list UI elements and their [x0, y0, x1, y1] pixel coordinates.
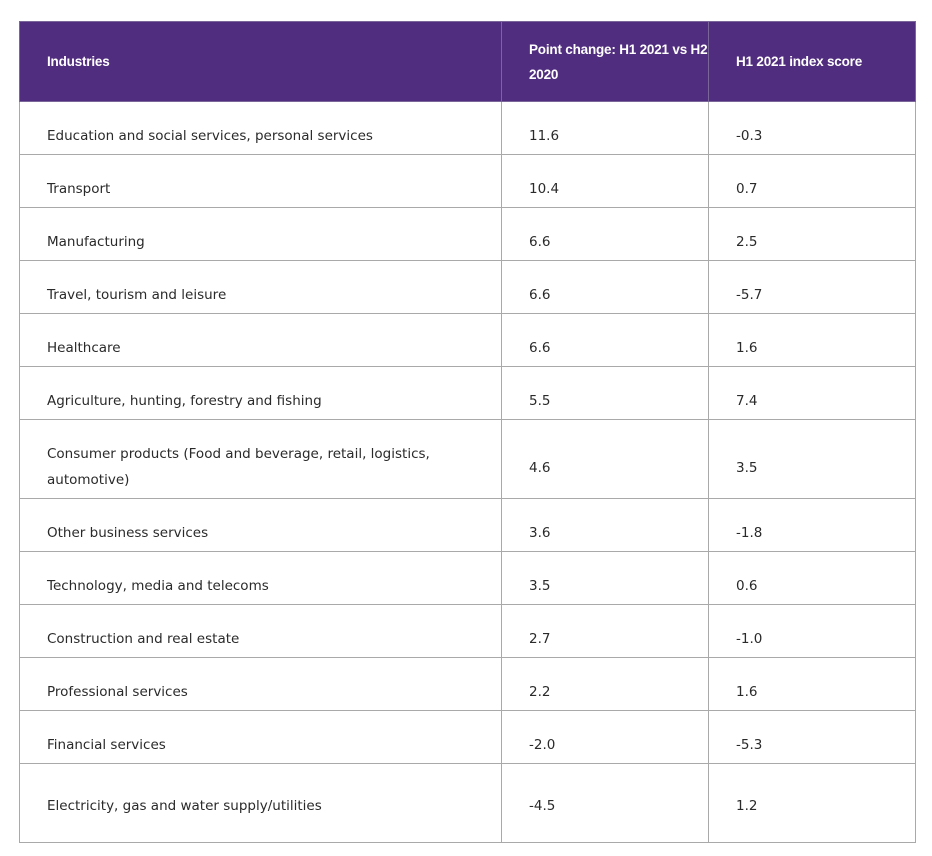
industry-cell: Education and social services, personal … — [19, 101, 502, 155]
industry-cell: Electricity, gas and water supply/utilit… — [19, 763, 502, 843]
point-change-cell: 11.6 — [501, 101, 709, 155]
industry-cell: Other business services — [19, 498, 502, 552]
point-change-cell: 10.4 — [501, 154, 709, 208]
point-change-cell: 5.5 — [501, 366, 709, 420]
index-score-cell: 7.4 — [708, 366, 916, 420]
table-row: Electricity, gas and water supply/utilit… — [19, 763, 916, 843]
point-change-cell: 6.6 — [501, 207, 709, 261]
index-score-cell: -1.0 — [708, 604, 916, 658]
table-row: Other business services 3.6 -1.8 — [19, 498, 916, 552]
point-change-cell: 4.6 — [501, 419, 709, 499]
index-score-cell: -0.3 — [708, 101, 916, 155]
index-score-cell: 1.6 — [708, 657, 916, 711]
point-change-cell: -4.5 — [501, 763, 709, 843]
point-change-cell: 6.6 — [501, 313, 709, 367]
index-score-cell: 2.5 — [708, 207, 916, 261]
table-body: Education and social services, personal … — [19, 101, 916, 843]
table-row: Professional services 2.2 1.6 — [19, 657, 916, 711]
table-row: Transport 10.4 0.7 — [19, 154, 916, 208]
table-row: Construction and real estate 2.7 -1.0 — [19, 604, 916, 658]
point-change-cell: 3.5 — [501, 551, 709, 605]
table-header: Industries Point change: H1 2021 vs H2 2… — [19, 21, 916, 102]
table-row: Agriculture, hunting, forestry and fishi… — [19, 366, 916, 420]
industry-cell: Travel, tourism and leisure — [19, 260, 502, 314]
header-index-score: H1 2021 index score — [708, 21, 916, 102]
table-row: Financial services -2.0 -5.3 — [19, 710, 916, 764]
industry-cell: Manufacturing — [19, 207, 502, 261]
table-row: Healthcare 6.6 1.6 — [19, 313, 916, 367]
index-score-cell: 1.6 — [708, 313, 916, 367]
table-row: Manufacturing 6.6 2.5 — [19, 207, 916, 261]
index-score-cell: -5.3 — [708, 710, 916, 764]
index-score-cell: -5.7 — [708, 260, 916, 314]
point-change-cell: 2.7 — [501, 604, 709, 658]
index-score-cell: 0.6 — [708, 551, 916, 605]
point-change-cell: -2.0 — [501, 710, 709, 764]
industry-cell: Construction and real estate — [19, 604, 502, 658]
table-row: Travel, tourism and leisure 6.6 -5.7 — [19, 260, 916, 314]
table-row: Consumer products (Food and beverage, re… — [19, 419, 916, 499]
point-change-cell: 6.6 — [501, 260, 709, 314]
header-industries: Industries — [19, 21, 502, 102]
header-row: Industries Point change: H1 2021 vs H2 2… — [19, 21, 916, 102]
table-row: Education and social services, personal … — [19, 101, 916, 155]
index-score-cell: 1.2 — [708, 763, 916, 843]
index-score-cell: 3.5 — [708, 419, 916, 499]
industry-cell: Healthcare — [19, 313, 502, 367]
industry-index-table: Industries Point change: H1 2021 vs H2 2… — [19, 21, 916, 843]
industry-cell: Professional services — [19, 657, 502, 711]
index-score-cell: 0.7 — [708, 154, 916, 208]
industry-cell: Technology, media and telecoms — [19, 551, 502, 605]
industry-cell: Consumer products (Food and beverage, re… — [19, 419, 502, 499]
industry-cell: Transport — [19, 154, 502, 208]
index-score-cell: -1.8 — [708, 498, 916, 552]
header-point-change: Point change: H1 2021 vs H2 2020 — [501, 21, 709, 102]
point-change-cell: 2.2 — [501, 657, 709, 711]
point-change-cell: 3.6 — [501, 498, 709, 552]
table-row: Technology, media and telecoms 3.5 0.6 — [19, 551, 916, 605]
industry-cell: Financial services — [19, 710, 502, 764]
industry-cell: Agriculture, hunting, forestry and fishi… — [19, 366, 502, 420]
